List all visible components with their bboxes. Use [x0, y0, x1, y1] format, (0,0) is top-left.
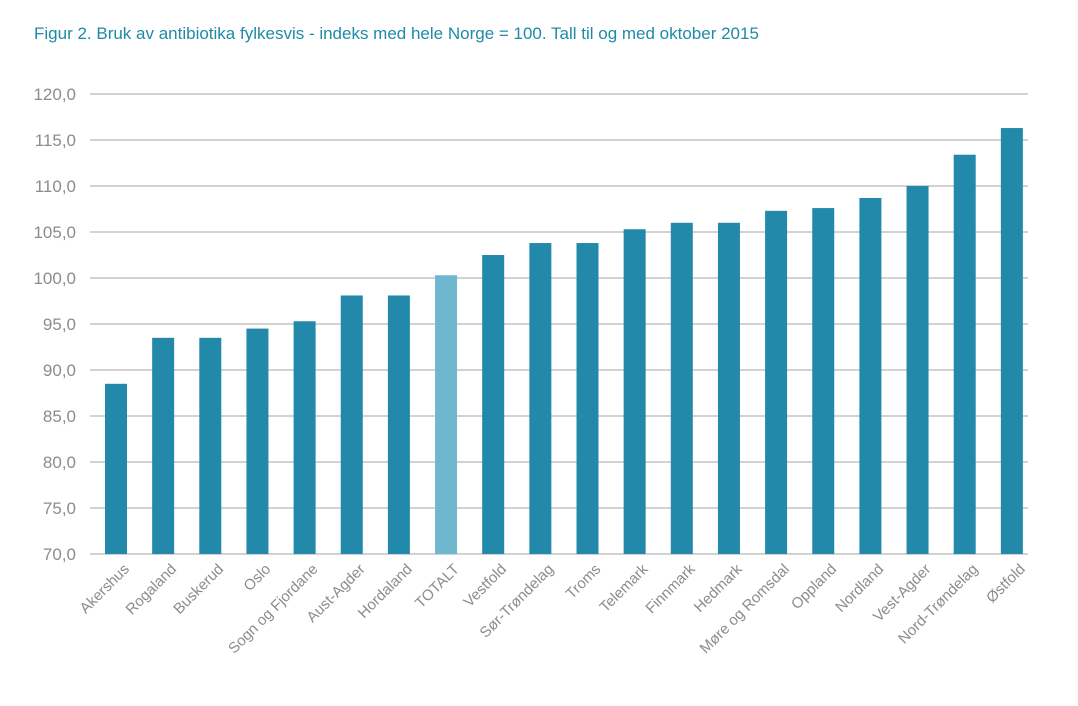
- bar-nordland: [859, 197, 882, 554]
- y-tick-label: 95,0: [43, 315, 76, 334]
- bar-nord-trøndelag: [953, 154, 976, 554]
- x-tick-label: Oslo: [240, 561, 274, 595]
- x-tick-label: Sogn og Fjordane: [225, 561, 321, 657]
- bar-akershus: [105, 383, 127, 554]
- bars: [105, 128, 1023, 555]
- x-tick-label: Finnmark: [642, 560, 699, 617]
- y-tick-label: 120,0: [33, 85, 76, 104]
- y-axis: 70,0 75,0 80,0 85,0 90,0 95,0 100,0 105,0 110,0 1…: [33, 85, 76, 564]
- y-tick-label: 90,0: [43, 361, 76, 380]
- x-tick-label: Telemark: [596, 560, 651, 615]
- bar-oppland: [812, 208, 835, 554]
- bar-sør-trøndelag: [529, 243, 552, 555]
- bar-buskerud: [199, 337, 222, 554]
- y-tick-label: 70,0: [43, 545, 76, 564]
- bar-oslo: [246, 328, 269, 554]
- y-tick-label: 110,0: [35, 177, 76, 196]
- bar-møre-og-romsdal: [765, 210, 788, 554]
- bar-vest-agder: [906, 186, 929, 554]
- chart-title: Figur 2. Bruk av antibiotika fylkesvis -…: [34, 24, 759, 43]
- bar-totalt: [435, 275, 458, 554]
- y-tick-label: 115,0: [35, 131, 76, 150]
- x-tick-label: Møre og Romsdal: [697, 561, 793, 657]
- bar-vestfold: [482, 255, 505, 554]
- bar-sogn-og-fjordane: [293, 321, 316, 554]
- y-tick-label: 75,0: [43, 499, 76, 518]
- x-tick-label: Buskerud: [170, 561, 227, 618]
- gridlines: [90, 93, 1028, 555]
- y-tick-label: 105,0: [33, 223, 76, 242]
- bar-finnmark: [670, 222, 693, 555]
- x-tick-label: Rogaland: [123, 561, 180, 618]
- bar-østfold: [1000, 128, 1023, 555]
- x-tick-label: TOTALT: [412, 561, 463, 612]
- bar-telemark: [623, 229, 646, 555]
- x-tick-label: Troms: [563, 561, 605, 603]
- bar-troms: [576, 243, 599, 555]
- bar-hordaland: [387, 295, 410, 554]
- bar-aust-agder: [340, 295, 363, 554]
- y-tick-label: 85,0: [43, 407, 76, 426]
- x-tick-label: Østfold: [983, 561, 1029, 607]
- y-tick-label: 100,0: [33, 269, 76, 288]
- bar-rogaland: [152, 337, 175, 554]
- y-tick-label: 80,0: [43, 453, 76, 472]
- bar-hedmark: [717, 222, 740, 555]
